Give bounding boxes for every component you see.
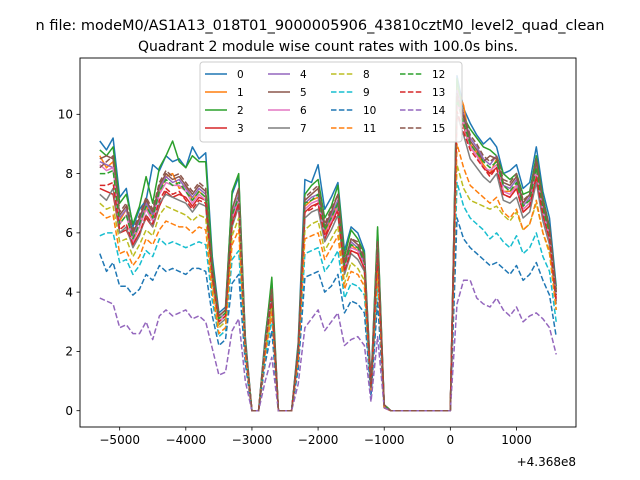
x-tick-label: −3000: [232, 433, 273, 447]
legend-label-5: 5: [300, 87, 307, 99]
series-line-10: [99, 217, 557, 412]
x-axis: −5000 −4000 −3000 −2000 −1000 0 1000: [99, 427, 532, 447]
series-line-9: [99, 181, 557, 412]
x-tick-label: −1000: [364, 433, 405, 447]
legend-label-14: 14: [432, 105, 446, 117]
legend-label-2: 2: [237, 105, 244, 117]
x-tick-label: 0: [447, 433, 455, 447]
y-tick-label: 10: [58, 108, 73, 122]
legend-label-1: 1: [237, 87, 244, 99]
axes-frame: [79, 57, 577, 428]
series-line-2: [99, 77, 557, 412]
chart-title: Quadrant 2 module wise count rates with …: [138, 39, 518, 55]
x-tick-label: −5000: [99, 433, 140, 447]
series-line-5: [99, 95, 557, 412]
series-line-12: [99, 98, 557, 412]
plot-lines: [99, 75, 557, 412]
series-line-7: [99, 113, 557, 412]
x-tick-label: −4000: [166, 433, 207, 447]
legend-frame: [199, 61, 463, 143]
x-tick-label: 1000: [501, 433, 532, 447]
legend-label-10: 10: [363, 105, 376, 117]
legend-label-9: 9: [363, 87, 370, 99]
y-tick-label: 6: [65, 226, 73, 240]
legend-label-8: 8: [363, 69, 370, 81]
series-line-13: [99, 110, 557, 412]
y-axis: 0 2 4 6 8 10: [58, 108, 80, 418]
x-tick-label: −2000: [298, 433, 339, 447]
legend-label-0: 0: [237, 69, 244, 81]
legend-label-4: 4: [300, 69, 307, 81]
legend-label-12: 12: [432, 69, 445, 81]
series-line-14: [99, 279, 557, 412]
series-line-6: [99, 101, 557, 412]
legend-label-7: 7: [300, 123, 307, 135]
figure-suptitle: n file: modeM0/AS1A13_018T01_9000005906_…: [36, 18, 605, 34]
y-tick-label: 0: [65, 404, 73, 418]
series-line-4: [99, 89, 557, 412]
y-tick-label: 4: [65, 285, 73, 299]
series-line-11: [99, 143, 557, 412]
series-line-0: [99, 75, 557, 412]
series-line-8: [99, 163, 557, 412]
x-offset-text: +4.368e8: [517, 455, 576, 469]
legend-label-3: 3: [237, 123, 244, 135]
legend-label-11: 11: [363, 123, 376, 135]
series-line-15: [99, 92, 557, 412]
y-tick-label: 2: [65, 345, 73, 359]
legend-label-15: 15: [432, 123, 445, 135]
legend-label-6: 6: [300, 105, 307, 117]
legend-label-13: 13: [432, 87, 445, 99]
y-tick-label: 8: [65, 167, 73, 181]
